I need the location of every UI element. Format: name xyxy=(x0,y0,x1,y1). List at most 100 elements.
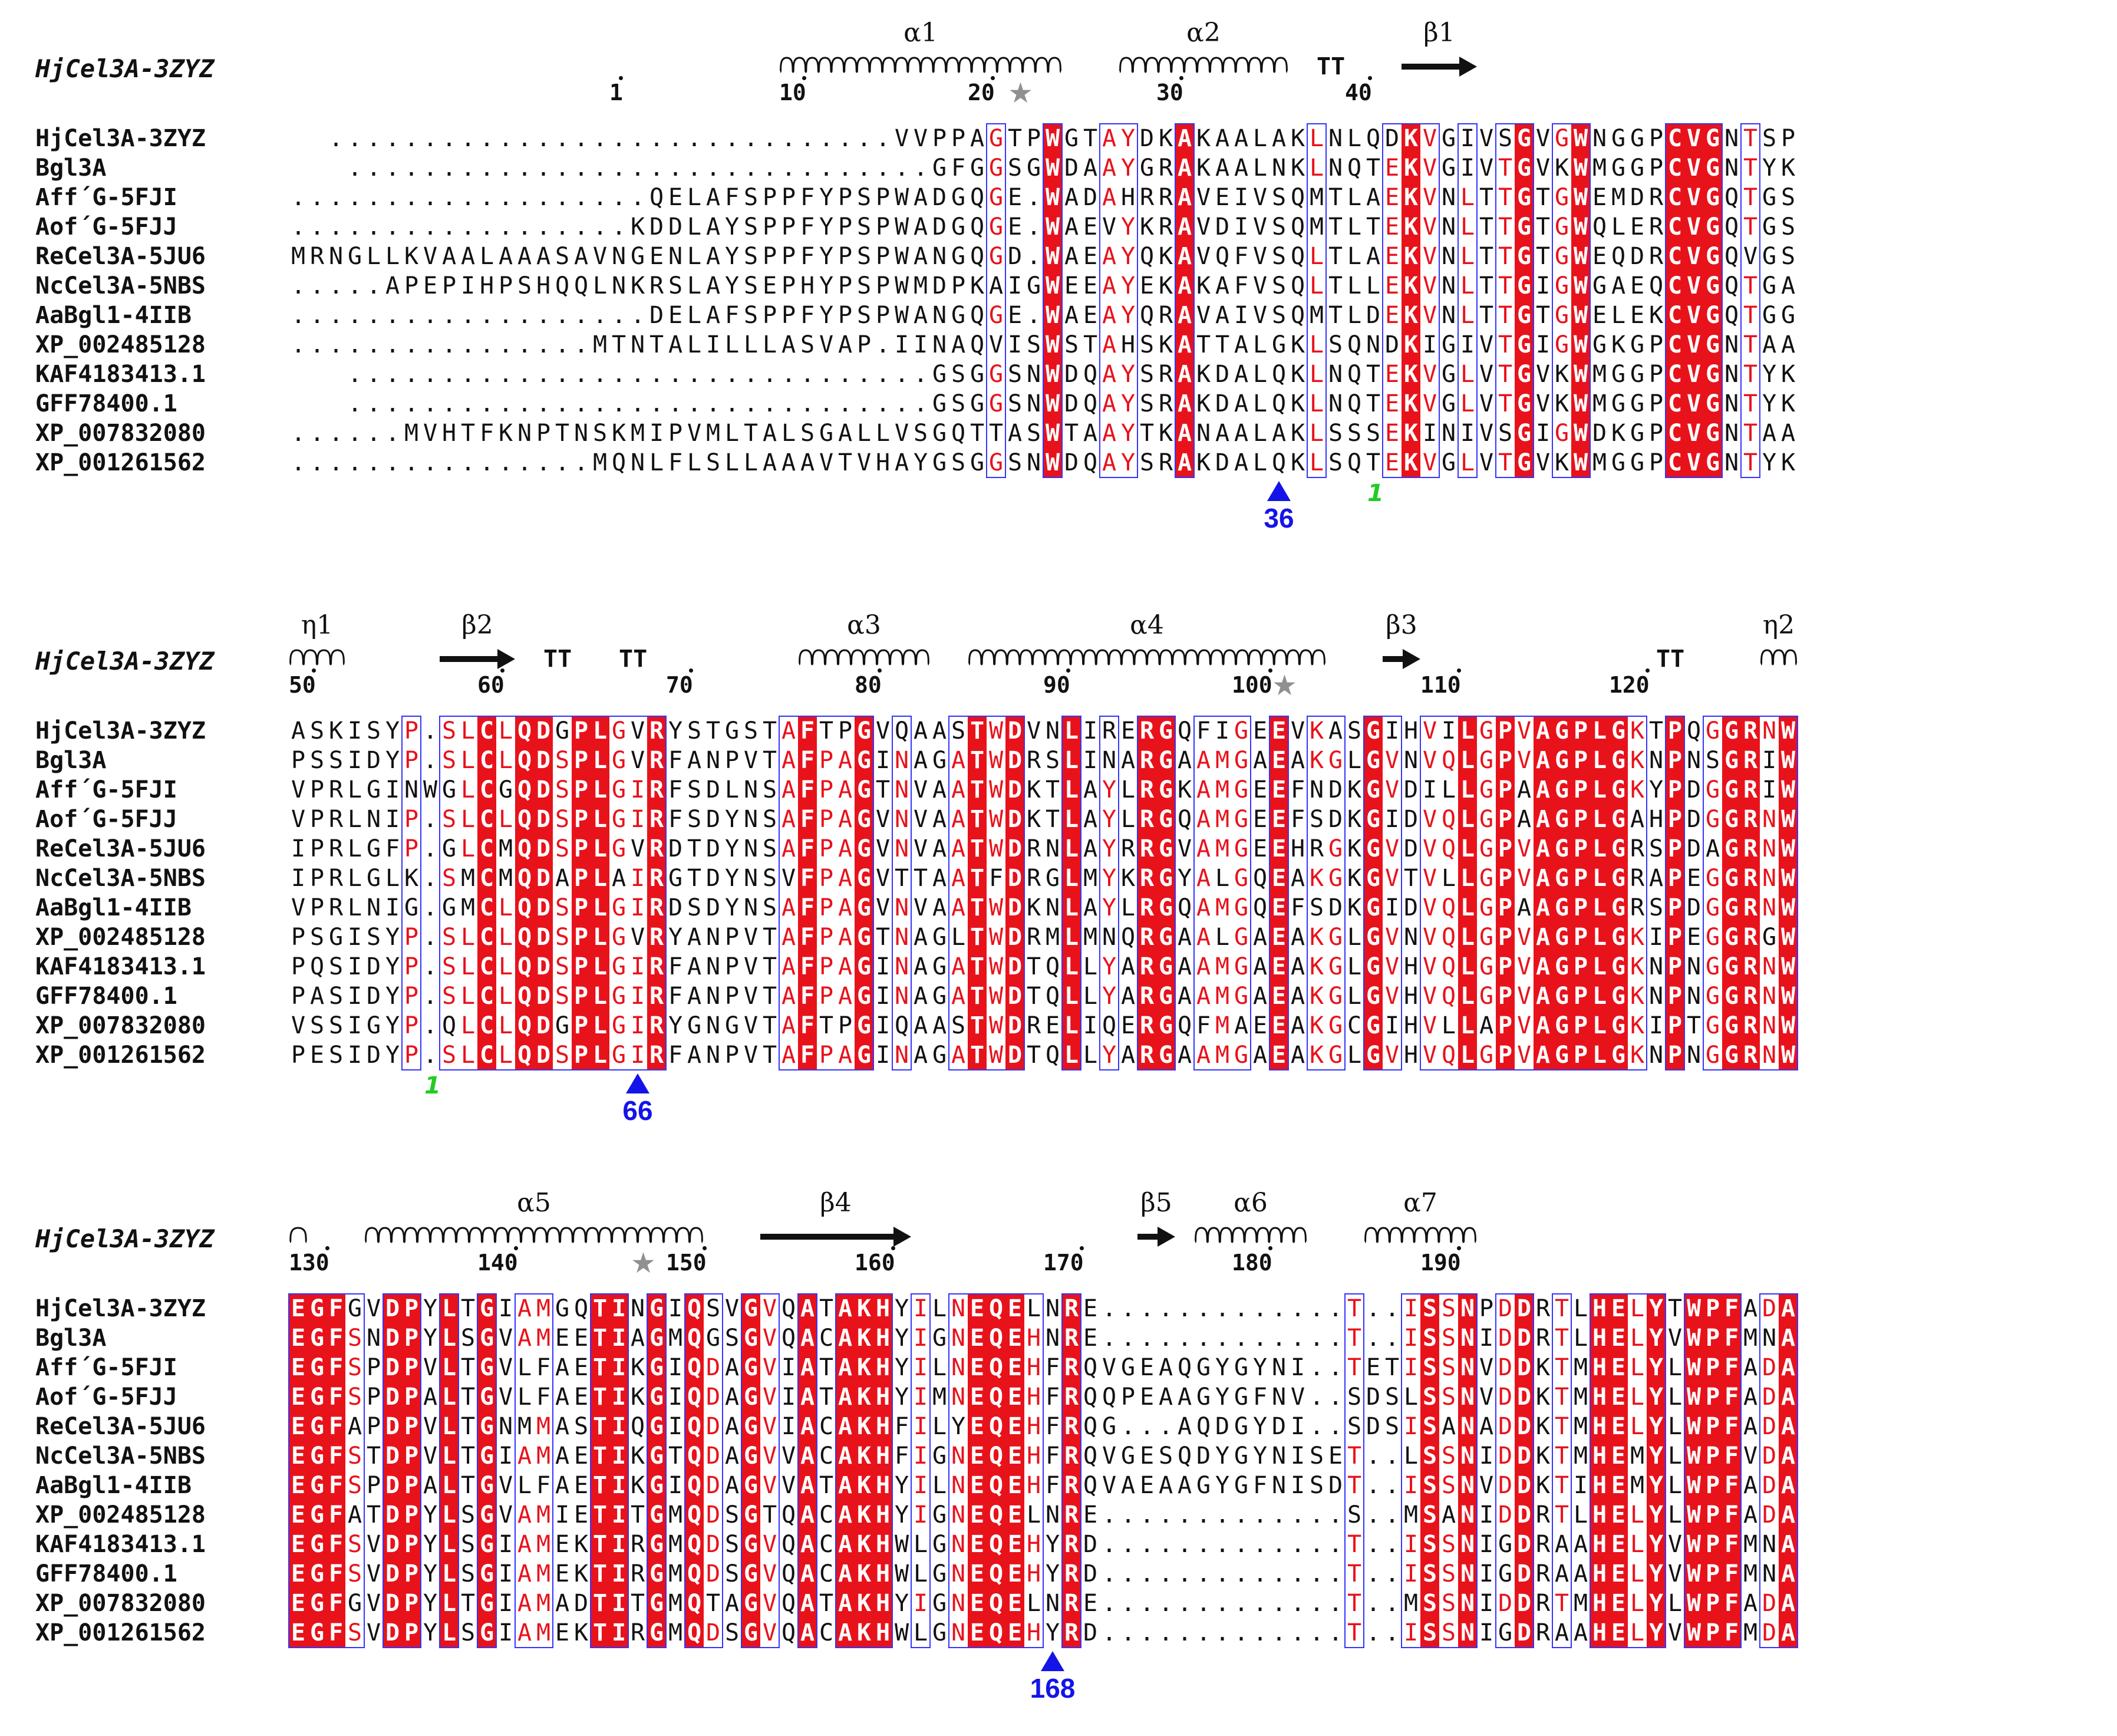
residue: P xyxy=(1703,1323,1722,1353)
residue: D xyxy=(1005,893,1024,923)
residue: L xyxy=(1252,331,1268,358)
residue: . xyxy=(366,272,381,299)
residue: . xyxy=(592,184,608,211)
residue: L xyxy=(687,302,702,329)
residue: G xyxy=(1515,389,1534,419)
residue: R xyxy=(1741,981,1760,1011)
residue: S xyxy=(1780,184,1796,211)
residue: N xyxy=(951,1354,966,1381)
residue: G xyxy=(611,924,626,951)
residue: L xyxy=(498,894,513,921)
residue: . xyxy=(800,361,815,388)
ruler-dot xyxy=(1080,1246,1084,1250)
residue: . xyxy=(1234,1619,1249,1646)
residue: . xyxy=(724,361,740,388)
residue: T xyxy=(913,865,928,892)
residue: L xyxy=(1309,331,1324,358)
residue: G xyxy=(1762,272,1777,299)
residue: A xyxy=(1083,420,1098,447)
residue: W xyxy=(1779,893,1798,923)
residue: Y xyxy=(1215,1383,1230,1411)
residue: G xyxy=(855,834,873,864)
residue: R xyxy=(1741,952,1760,981)
residue: . xyxy=(894,154,909,182)
residue: D xyxy=(705,776,721,803)
residue: F xyxy=(1045,1413,1060,1440)
residue: . xyxy=(366,420,381,447)
residue: I xyxy=(1648,924,1664,951)
residue: H xyxy=(1590,1589,1609,1618)
residue: A xyxy=(1779,1353,1798,1382)
residue: T xyxy=(819,1472,834,1499)
residue: Q xyxy=(970,213,985,241)
residue: R xyxy=(1062,1471,1081,1500)
residue: R xyxy=(647,805,666,834)
residue: G xyxy=(1554,420,1569,447)
residue: L xyxy=(1347,953,1362,980)
residue: V xyxy=(1422,717,1437,745)
residue: I xyxy=(609,1323,628,1353)
residue: D xyxy=(1083,184,1098,211)
residue: V xyxy=(1384,865,1400,892)
residue: L xyxy=(440,1382,459,1412)
residue: I xyxy=(347,1042,362,1069)
residue: E xyxy=(1252,806,1268,833)
residue: A xyxy=(951,1042,966,1069)
residue: D xyxy=(668,835,683,862)
residue: E xyxy=(1005,1412,1024,1441)
residue: A xyxy=(1290,1012,1305,1039)
residue: L xyxy=(1573,1325,1588,1352)
sequence-name: NcCel3A-5NBS xyxy=(35,1442,206,1470)
residue: W xyxy=(1571,124,1590,153)
residue: . xyxy=(347,449,362,476)
residue: K xyxy=(855,1530,873,1559)
residue: A xyxy=(951,894,966,921)
residue: R xyxy=(1741,746,1760,775)
sequence-name: Aof´G-5FJJ xyxy=(35,213,177,241)
residue: Q xyxy=(970,331,985,358)
residue: V xyxy=(856,449,872,476)
residue: S xyxy=(555,835,570,862)
residue: M xyxy=(668,1531,683,1558)
residue: P xyxy=(1571,981,1590,1011)
residue: C xyxy=(1666,242,1684,271)
residue: W xyxy=(1043,124,1062,153)
residue: N xyxy=(1403,924,1419,951)
residue: D xyxy=(705,1472,721,1499)
residue: P xyxy=(366,1472,381,1499)
residue: G xyxy=(647,1530,666,1559)
residue: I xyxy=(1422,331,1437,358)
residue: D xyxy=(1515,1471,1534,1500)
residue: W xyxy=(988,747,1004,774)
residue: P xyxy=(572,923,591,952)
residue: . xyxy=(1158,1560,1173,1587)
residue: G xyxy=(1552,834,1571,864)
residue: T xyxy=(1743,213,1758,241)
residue: Y xyxy=(1102,894,1117,921)
residue: Y xyxy=(1045,1619,1060,1646)
residue: A xyxy=(1743,1295,1758,1322)
residue: R xyxy=(1741,923,1760,952)
residue: W xyxy=(894,1531,909,1558)
residue: . xyxy=(1158,1501,1173,1529)
residue: I xyxy=(1234,184,1249,211)
residue: A xyxy=(1762,420,1777,447)
residue: V xyxy=(988,331,1004,358)
sequence-name: Bgl3A xyxy=(35,1325,107,1352)
residue: I xyxy=(609,1618,628,1648)
residue: R xyxy=(647,775,666,805)
residue: Q xyxy=(685,1382,704,1412)
residue: F xyxy=(668,1042,683,1069)
residue: V xyxy=(1479,420,1494,447)
residue: G xyxy=(1722,923,1741,952)
residue: P xyxy=(572,746,591,775)
residue: T xyxy=(1667,1295,1683,1322)
residue: Q xyxy=(987,1323,1005,1353)
residue: L xyxy=(743,331,759,358)
residue: L xyxy=(1215,865,1230,892)
residue: Y xyxy=(1647,1294,1666,1323)
residue: A xyxy=(836,1618,855,1648)
residue: . xyxy=(705,390,721,417)
residue: A xyxy=(1234,420,1249,447)
residue: . xyxy=(460,331,476,358)
